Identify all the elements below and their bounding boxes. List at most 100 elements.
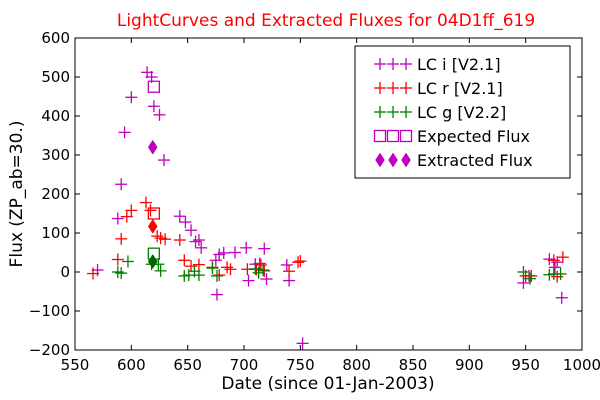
- data-point-s0-11: [179, 216, 192, 229]
- legend-label: LC r [V2.1]: [417, 79, 503, 98]
- data-point-s2-19: [554, 267, 567, 280]
- data-point-s0-21: [240, 241, 253, 254]
- legend-marker-3-0: [373, 129, 387, 143]
- data-point-s1-23: [292, 256, 305, 269]
- data-point-s4-2: [147, 254, 158, 269]
- y-tick-label: 100: [41, 224, 70, 242]
- data-point-s0-19: [217, 246, 230, 259]
- data-point-s0-8: [153, 108, 166, 121]
- data-point-s0-22: [242, 274, 255, 287]
- data-point-s1-0: [87, 267, 100, 280]
- data-point-s3-0: [147, 80, 161, 93]
- x-tick-label: 850: [399, 356, 428, 374]
- data-point-s0-33: [548, 261, 561, 274]
- legend-label: LC i [V2.1]: [417, 55, 501, 74]
- data-point-s1-13: [192, 258, 205, 271]
- data-point-s2-11: [210, 269, 223, 282]
- data-point-s2-1: [115, 267, 128, 280]
- data-point-s0-4: [125, 91, 138, 104]
- data-point-s4-1: [147, 218, 158, 234]
- y-tick-label: 500: [41, 68, 70, 86]
- data-point-s1-1: [111, 253, 124, 266]
- data-point-s0-20: [228, 246, 241, 259]
- legend-label: Extracted Flux: [417, 151, 533, 170]
- data-point-s1-11: [178, 254, 191, 267]
- data-point-s0-35: [555, 291, 568, 304]
- data-point-s0-25: [258, 242, 271, 255]
- series-4: [147, 139, 158, 269]
- x-tick-label: 700: [230, 356, 259, 374]
- legend-marker-4-2: [401, 152, 411, 168]
- data-point-s3-1: [147, 207, 161, 220]
- x-tick-label: 800: [342, 356, 371, 374]
- x-tick-label: 650: [173, 356, 202, 374]
- data-point-s1-29: [556, 251, 569, 264]
- axis-ticks: 550 600 650 700 750 800 850 900 950 1000 −200 −100 0…: [29, 29, 600, 374]
- data-point-s0-17: [210, 288, 223, 301]
- plot-area: [87, 66, 569, 350]
- y-tick-label: 300: [41, 146, 70, 164]
- data-point-s1-6: [144, 204, 157, 217]
- data-point-s2-9: [192, 269, 205, 282]
- legend-label: Expected Flux: [417, 127, 530, 146]
- data-point-s0-26: [260, 273, 273, 286]
- x-tick-label: 950: [511, 356, 540, 374]
- y-tick-label: 400: [41, 107, 70, 125]
- data-point-s1-9: [159, 233, 172, 246]
- legend-marker-4-0: [375, 152, 385, 168]
- y-axis-title: Flux (ZP_ab=30.): [7, 121, 27, 268]
- data-point-s2-15: [517, 266, 530, 278]
- x-tick-label: 900: [455, 356, 484, 374]
- legend-marker-1-0: [374, 82, 386, 94]
- data-point-s4-0: [147, 139, 158, 155]
- legend-marker-2-2: [400, 106, 412, 118]
- legend: LC i [V2.1] LC r [V2.1] LC g [V2.2] Expecte…: [354, 45, 571, 179]
- x-axis-title: Date (since 01-Jan-2003): [221, 374, 434, 394]
- data-point-s1-24: [294, 255, 307, 268]
- legend-marker-2-0: [374, 106, 386, 118]
- data-point-s0-29: [296, 337, 309, 350]
- chart-title: LightCurves and Extracted Fluxes for 04D…: [117, 11, 535, 31]
- data-point-s1-15: [213, 269, 226, 282]
- data-point-s0-30: [517, 276, 530, 289]
- data-point-s1-2: [115, 232, 128, 245]
- data-point-s2-14: [257, 264, 270, 277]
- data-point-s0-3: [118, 126, 131, 139]
- data-point-s1-21: [258, 264, 271, 277]
- data-point-s0-1: [111, 212, 124, 225]
- data-point-s2-2: [121, 255, 134, 268]
- data-point-s0-15: [195, 241, 208, 254]
- data-point-s1-26: [525, 269, 538, 282]
- data-point-s0-10: [173, 210, 186, 223]
- y-tick-label: −100: [29, 302, 70, 320]
- x-tick-label: 1000: [563, 356, 600, 374]
- data-point-s0-9: [158, 154, 171, 167]
- data-point-s1-22: [283, 265, 296, 278]
- data-point-s2-5: [154, 264, 167, 277]
- data-point-s1-4: [125, 204, 138, 217]
- y-tick-label: −200: [29, 341, 70, 359]
- x-tick-label: 750: [286, 356, 315, 374]
- legend-marker-3-2: [399, 129, 413, 143]
- data-point-s2-10: [206, 262, 219, 275]
- legend-label: LC g [V2.2]: [417, 103, 506, 122]
- data-point-s0-12: [185, 224, 198, 237]
- data-point-s1-5: [139, 196, 152, 209]
- legend-marker-3-1: [386, 129, 400, 143]
- legend-marker-1-1: [387, 82, 399, 94]
- data-point-s1-27: [547, 254, 560, 267]
- data-point-s0-7: [147, 100, 160, 113]
- data-point-s1-3: [120, 210, 133, 223]
- legend-marker-0-2: [400, 58, 412, 70]
- data-point-s1-17: [224, 263, 237, 276]
- y-tick-label: 200: [41, 185, 70, 203]
- series-1: [87, 196, 569, 283]
- y-tick-label: 600: [41, 29, 70, 47]
- legend-marker-2-1: [387, 106, 399, 118]
- legend-marker-0-0: [374, 58, 386, 70]
- data-point-s0-14: [192, 234, 205, 247]
- data-point-s0-27: [280, 258, 293, 271]
- x-tick-label: 600: [117, 356, 146, 374]
- legend-marker-4-1: [388, 152, 398, 168]
